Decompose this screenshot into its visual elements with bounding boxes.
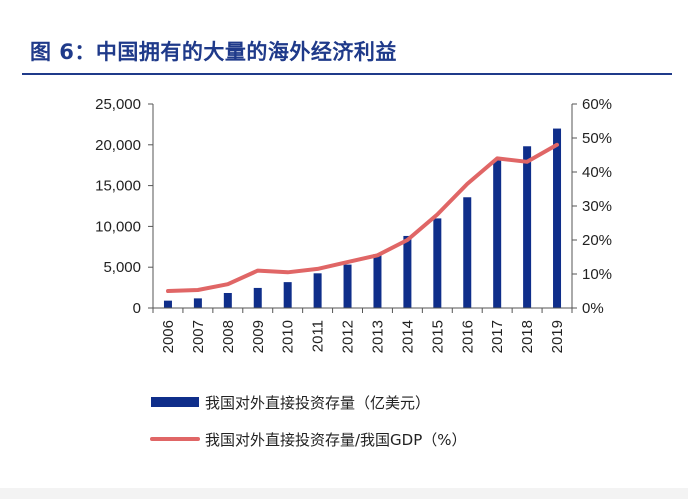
footer-band <box>0 488 688 499</box>
x-tick-label: 2016 <box>459 320 476 353</box>
bar-2007 <box>193 298 202 308</box>
axes: 0 5,000 10,000 15,000 20,000 25,000 0% 10% 20% 30… <box>95 96 612 353</box>
left-tick-label: 15,000 <box>95 178 141 195</box>
right-tick-label: 60% <box>582 96 612 113</box>
left-tick-label: 20,000 <box>95 137 141 154</box>
right-tick-label: 30% <box>582 198 612 215</box>
x-tick-label: 2007 <box>190 320 207 353</box>
bar-2012 <box>343 264 352 308</box>
x-tick-label: 2010 <box>280 320 297 353</box>
right-tick-label: 50% <box>582 130 612 147</box>
bar-2010 <box>283 282 292 308</box>
bar-2017 <box>493 160 502 308</box>
x-tick-label: 2009 <box>250 320 267 353</box>
bar-2015 <box>433 218 442 308</box>
x-tick-label: 2006 <box>160 320 177 353</box>
x-tick-label: 2017 <box>489 320 506 353</box>
left-tick-label: 5,000 <box>103 259 141 276</box>
right-tick-label: 40% <box>582 164 612 181</box>
x-tick-label: 2008 <box>220 320 237 353</box>
x-tick-label: 2012 <box>340 320 357 353</box>
bar-2019 <box>553 128 562 308</box>
legend-label-line: 我国对外直接投资存量/我国GDP（%） <box>205 431 467 449</box>
bar-2013 <box>373 254 382 308</box>
x-tick-label: 2018 <box>519 320 536 353</box>
x-tick-label: 2013 <box>369 320 386 353</box>
title-underline <box>22 73 672 75</box>
right-tick-label: 0% <box>582 300 604 317</box>
bar-2011 <box>313 273 322 308</box>
bar-series <box>163 128 562 308</box>
left-tick-label: 25,000 <box>95 96 141 113</box>
chart-title: 图 6：中国拥有的大量的海外经济利益 <box>30 40 397 64</box>
left-tick-label: 10,000 <box>95 218 141 235</box>
bar-2008 <box>223 292 232 308</box>
left-tick-label: 0 <box>133 300 141 317</box>
legend-swatch-bar <box>151 397 199 407</box>
right-tick-label: 10% <box>582 266 612 283</box>
x-tick-label: 2011 <box>310 320 327 352</box>
bar-2014 <box>403 235 412 308</box>
right-tick-label: 20% <box>582 232 612 249</box>
legend-label-bar: 我国对外直接投资存量（亿美元） <box>205 394 430 412</box>
x-tick-label: 2019 <box>549 320 566 353</box>
bar-2016 <box>463 197 472 308</box>
bar-2018 <box>523 146 532 308</box>
gdp-ratio-line <box>166 142 559 293</box>
x-tick-label: 2015 <box>429 320 446 353</box>
bar-2006 <box>163 300 172 308</box>
x-tick-label: 2014 <box>399 320 416 353</box>
bar-2009 <box>253 287 262 308</box>
line-series <box>166 142 559 293</box>
legend: 我国对外直接投资存量（亿美元） 我国对外直接投资存量/我国GDP（%） <box>150 394 467 449</box>
